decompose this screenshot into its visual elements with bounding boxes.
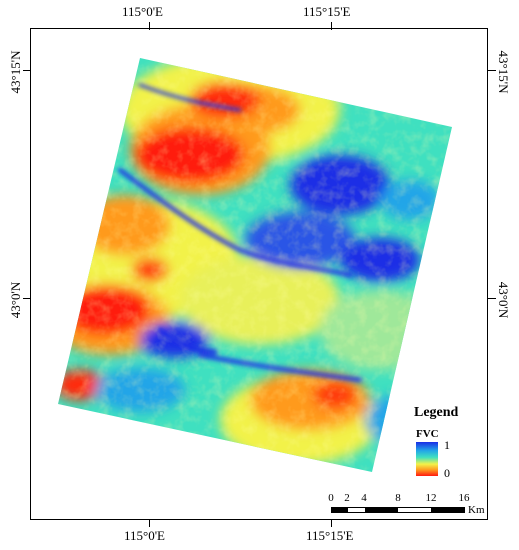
- top-tick-1: [149, 22, 150, 30]
- legend-title: Legend: [414, 405, 459, 420]
- map-frame: [30, 28, 488, 520]
- scalebar: [331, 507, 465, 513]
- legend-min-label: 0: [444, 466, 450, 480]
- scalebar-tick-2: 2: [344, 492, 350, 504]
- bottom-tick-2: [331, 519, 332, 527]
- bottom-label-lon-2: 115°15'E: [306, 528, 354, 543]
- legend-max-label: 1: [444, 438, 450, 452]
- scalebar-tick-12: 12: [425, 492, 437, 504]
- scalebar-tick-0: 0: [328, 492, 334, 504]
- scalebar-tick-4: 4: [361, 492, 367, 504]
- scalebar-tick-8: 8: [395, 492, 401, 504]
- left-tick-2: [23, 298, 31, 299]
- legend-color-ramp: [416, 442, 438, 476]
- top-label-lon-1: 115°0'E: [122, 4, 163, 19]
- scalebar-tick-16: 16: [458, 492, 470, 504]
- top-label-lon-2: 115°15'E: [303, 4, 351, 19]
- left-tick-1: [23, 70, 31, 71]
- legend-variable: FVC: [416, 428, 439, 440]
- scalebar-unit: Km: [468, 504, 485, 516]
- right-tick-2: [488, 298, 496, 299]
- top-tick-2: [331, 22, 332, 30]
- river-channels: [118, 83, 362, 382]
- right-tick-1: [488, 70, 496, 71]
- bottom-tick-1: [149, 519, 150, 527]
- scene-content: [58, 58, 452, 472]
- bottom-label-lon-1: 115°0'E: [124, 528, 165, 543]
